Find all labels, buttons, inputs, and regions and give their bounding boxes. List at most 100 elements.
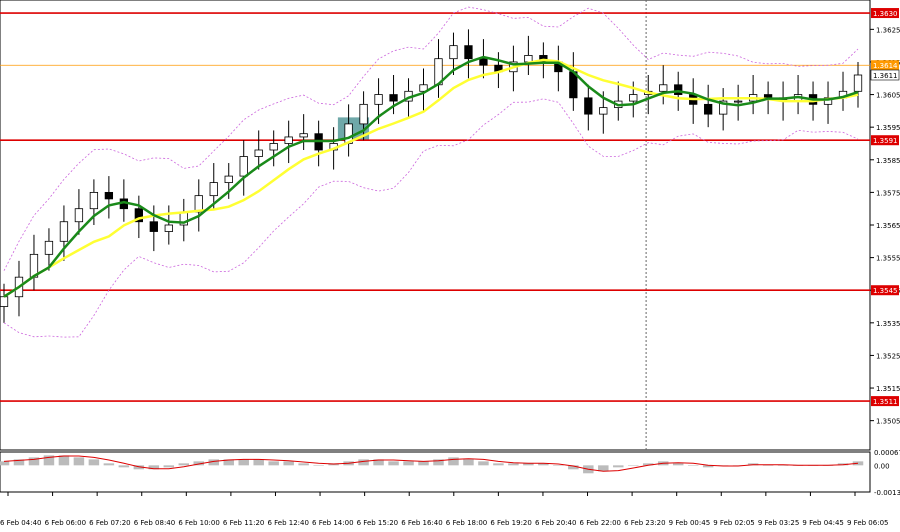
bollinger-upper	[3, 6, 859, 271]
oscillator-bar	[58, 455, 70, 466]
time-tick-label: 6 Feb 06:00	[45, 519, 86, 527]
main-price-pane	[0, 0, 871, 492]
oscillator-bar	[358, 459, 369, 466]
oscillator-bar	[208, 459, 219, 466]
oscillator-bar	[538, 463, 549, 466]
level-label-box	[871, 135, 899, 146]
price-tick-label: 1.3625	[876, 26, 900, 34]
oscillator-bar	[73, 457, 85, 466]
oscillator-pane-frame	[0, 451, 871, 493]
candle-body	[44, 240, 54, 255]
candle-body	[763, 94, 773, 99]
price-tick-label: 1.3565	[876, 222, 900, 230]
time-tick-label: 9 Feb 06:05	[847, 519, 888, 527]
oscillator-bar	[418, 461, 429, 466]
oscillator-bar	[493, 463, 504, 466]
level-label: 1.3591	[873, 137, 898, 145]
oscillator-bar	[193, 461, 205, 466]
candle-body	[59, 221, 69, 242]
oscillator-bar	[508, 463, 519, 466]
candle-body	[299, 133, 308, 138]
candle-body	[599, 107, 608, 115]
price-tick-label: 1.3585	[876, 157, 900, 165]
candle-body	[269, 143, 278, 151]
candle-body	[584, 97, 593, 115]
candle-body	[239, 156, 248, 177]
oscillator-bar	[298, 463, 309, 466]
oscillator-bar	[613, 465, 624, 468]
oscillator-tick-label: 0.00	[874, 462, 890, 470]
candle-body	[704, 103, 713, 115]
time-tick-label: 9 Feb 03:25	[758, 519, 799, 527]
oscillator-bar	[313, 465, 324, 466]
candle-body	[719, 100, 728, 115]
oscillator-bar	[702, 465, 714, 468]
time-tick-label: 6 Feb 19:20	[490, 519, 531, 527]
candle-body	[89, 191, 99, 210]
candle-body	[284, 136, 293, 144]
oscillator-bar	[118, 465, 130, 468]
price-tick-label: 1.3535	[876, 320, 900, 328]
current-price-box	[870, 69, 900, 81]
oscillator-bar	[223, 459, 234, 466]
oscillator-bar	[0, 461, 10, 466]
candle-body	[104, 191, 114, 200]
candle-body	[164, 224, 173, 232]
time-tick-label: 6 Feb 15:20	[357, 519, 398, 527]
time-tick-label: 6 Feb 10:00	[178, 519, 219, 527]
oscillator-bar	[388, 461, 399, 466]
time-tick-label: 9 Feb 02:05	[713, 519, 754, 527]
oscillator-bar	[238, 459, 249, 466]
candle-body	[374, 94, 383, 105]
time-tick-label: 9 Feb 04:45	[802, 519, 843, 527]
candle-body	[659, 84, 668, 92]
oscillator-bar	[268, 461, 279, 466]
oscillator-signal-line	[3, 455, 859, 472]
candle-body	[359, 103, 368, 125]
oscillator-bar	[643, 463, 654, 466]
oscillator-bar	[163, 465, 175, 468]
oscillator-bar	[88, 459, 100, 466]
time-tick-label: 6 Feb 07:20	[89, 519, 130, 527]
time-tick-label: 6 Feb 16:40	[401, 519, 442, 527]
oscillator-bar	[687, 465, 699, 466]
candle-body	[419, 84, 428, 92]
price-tick-label: 1.3525	[876, 352, 900, 360]
oscillator-tick-label: 0.00067	[874, 449, 900, 457]
oscillator-bar	[103, 463, 115, 466]
level-label: 1.3511	[873, 398, 898, 406]
reference-label: 1.3614	[873, 62, 898, 70]
level-label-box	[871, 285, 899, 296]
oscillator-bar	[253, 459, 264, 466]
time-tick-label: 6 Feb 08:40	[134, 519, 175, 527]
oscillator-bar	[478, 461, 489, 466]
time-tick-label: 6 Feb 12:40	[267, 519, 308, 527]
candle-body	[464, 45, 473, 60]
moving-average-slow	[3, 58, 859, 298]
moving-average-fast	[3, 55, 859, 298]
oscillator-bar	[628, 465, 639, 466]
candle-body	[479, 58, 488, 66]
oscillator-bar	[672, 463, 684, 466]
oscillator-bar	[13, 459, 25, 466]
current-price-label: 1.3611	[873, 72, 898, 80]
price-tick-label: 1.3555	[876, 255, 900, 263]
time-tick-label: 6 Feb 04:40	[0, 519, 41, 527]
candle-body	[209, 182, 218, 197]
oscillator-bar	[403, 461, 414, 466]
level-label: 1.3630	[873, 10, 898, 18]
oscillator-bar	[283, 461, 294, 466]
time-tick-label: 6 Feb 20:40	[535, 519, 576, 527]
candle-body	[629, 94, 638, 102]
candle-body	[0, 296, 9, 307]
time-axis: 6 Feb 04:40 6 Feb 06:00 6 Feb 07:20 6 Feb 0…	[0, 492, 888, 527]
time-tick-label: 6 Feb 11:20	[223, 519, 264, 527]
oscillator-bar	[28, 457, 40, 466]
oscillator-bar	[523, 463, 534, 466]
price-tick-label: 1.3605	[876, 92, 900, 100]
oscillator-bar	[43, 455, 55, 466]
price-axis: 1.36251.36151.36051.35951.35851.35751.35…	[870, 8, 900, 426]
level-label-box	[871, 396, 899, 407]
time-tick-label: 6 Feb 22:00	[580, 519, 621, 527]
